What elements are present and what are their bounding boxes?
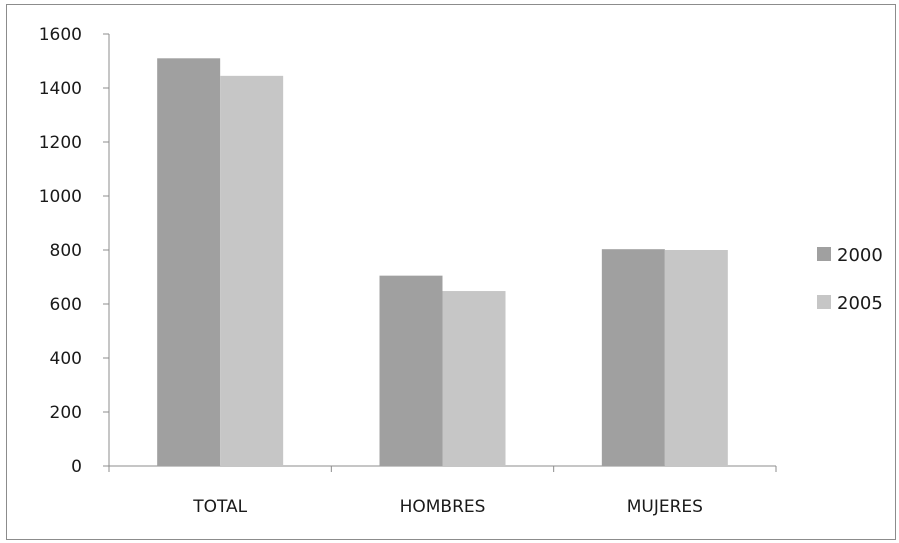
bars xyxy=(157,58,728,467)
legend-swatch-2005 xyxy=(817,295,831,309)
y-tick-label: 1600 xyxy=(39,25,82,45)
bar-2000-mujeres xyxy=(601,249,665,466)
x-tick-label: HOMBRES xyxy=(400,497,486,517)
y-tick-label: 1000 xyxy=(39,187,82,207)
x-tick-label: MUJERES xyxy=(627,497,703,517)
y-tick-label: 0 xyxy=(71,457,82,477)
legend-label-2000: 2000 xyxy=(837,245,883,266)
y-tick-label: 400 xyxy=(50,349,82,369)
bar-2000-hombres xyxy=(379,275,443,466)
y-tick-label: 800 xyxy=(50,241,82,261)
bar-2005-mujeres xyxy=(664,250,728,466)
y-axis: 0 200 400 600 800 1000 1200 1400 1600 xyxy=(39,25,110,477)
bar-2005-total xyxy=(220,75,284,466)
y-tick-label: 200 xyxy=(50,403,82,423)
bar-2000-total xyxy=(157,58,221,467)
y-tick-label: 600 xyxy=(50,295,82,315)
y-tick-label: 1200 xyxy=(39,133,82,153)
legend: 2000 2005 xyxy=(817,245,883,314)
y-tick-label: 1400 xyxy=(39,79,82,99)
x-axis: TOTAL HOMBRES MUJERES xyxy=(108,465,777,517)
legend-label-2005: 2005 xyxy=(837,293,883,314)
legend-swatch-2000 xyxy=(817,247,831,261)
x-tick-label: TOTAL xyxy=(192,497,247,517)
bar-2005-hombres xyxy=(442,291,506,466)
